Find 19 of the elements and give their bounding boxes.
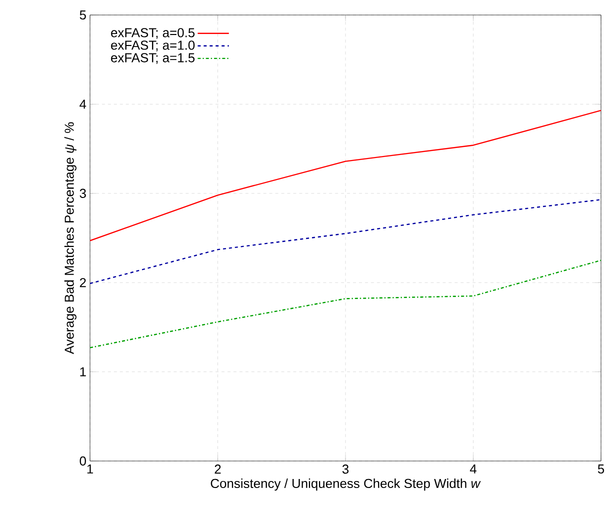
x-axis-title: Consistency / Uniqueness Check Step Width w [210,478,481,491]
y-tick-label: 2 [80,278,86,288]
x-tick-label: 1 [87,464,93,474]
line-series [90,260,602,348]
x-tick-label: 4 [470,464,476,474]
y-tick-label: 1 [80,367,86,376]
x-tick-label: 2 [214,464,221,474]
x-tick-label: 3 [342,464,349,474]
y-tick-label: 5 [80,10,86,20]
line-series [90,199,602,284]
y-tick-label: 3 [80,188,86,198]
x-tick-label: 5 [598,464,604,474]
y-axis-title: Average Bad Matches Percentage ψ / % [64,122,76,354]
y-tick-label: 4 [80,100,86,109]
legend-label: exFAST; a=0.5 [111,28,195,39]
legend-label: exFAST; a=1.5 [111,53,195,64]
line-series [90,110,602,242]
legend-label: exFAST; a=1.0 [111,40,195,52]
y-tick-label: 0 [80,456,86,466]
